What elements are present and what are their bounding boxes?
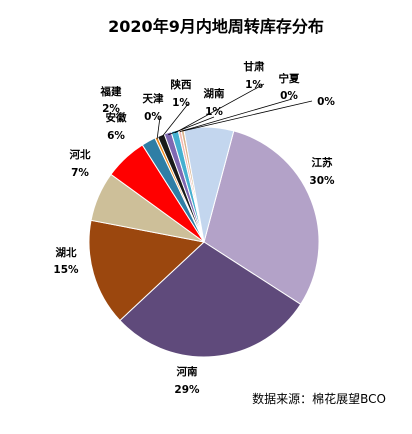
leader-line — [182, 100, 313, 132]
slice-percent-label: 0% — [317, 96, 335, 108]
slice-percent-label: 7% — [71, 167, 89, 179]
slice-labels: 江苏 30% 河南 29% 湖北 15% 河北 7% 安徽 6% 福建 2% 天津 0% 陕西 1% 湖南 1% 甘… — [53, 60, 335, 396]
slice-name-label: 陕西 — [171, 78, 192, 91]
slice-name-label: 天津 — [143, 92, 164, 105]
slice-name-label: 安徽 — [106, 111, 127, 124]
slice-percent-label: 1% — [245, 79, 263, 91]
slice-percent-label: 15% — [53, 264, 79, 276]
slice-percent-label: 30% — [309, 175, 335, 187]
slice-percent-label: 0% — [144, 111, 162, 123]
leader-line — [168, 116, 215, 136]
leader-line — [179, 98, 293, 132]
slice-name-label: 江苏 — [312, 156, 333, 169]
pie-slice-湖北 — [88, 219, 206, 322]
slice-name-label: 河北 — [70, 148, 91, 161]
slice-percent-label: 29% — [174, 384, 200, 396]
pie-slice-河南 — [119, 241, 302, 358]
pie-slice-江苏 — [203, 130, 320, 305]
slice-percent-label: 2% — [102, 103, 120, 115]
chart-title: 2020年9月内地周转库存分布 — [108, 17, 324, 36]
slice-percent-label: 0% — [280, 90, 298, 102]
source-note: 数据来源：棉花展望BCO — [252, 391, 386, 406]
leader-line — [174, 83, 265, 134]
leader-line — [161, 103, 189, 138]
slice-name-label: 宁夏 — [279, 72, 300, 85]
leader-line — [156, 116, 161, 140]
slice-name-label: 福建 — [100, 85, 122, 98]
pie-slices — [88, 126, 320, 358]
slice-percent-label: 1% — [172, 97, 190, 109]
slice-name-label: 湖南 — [204, 87, 225, 100]
slice-name-label: 湖北 — [56, 246, 77, 259]
slice-name-label: 甘肃 — [244, 60, 265, 73]
slice-percent-label: 6% — [107, 130, 125, 142]
slice-name-label: 河南 — [177, 365, 198, 378]
